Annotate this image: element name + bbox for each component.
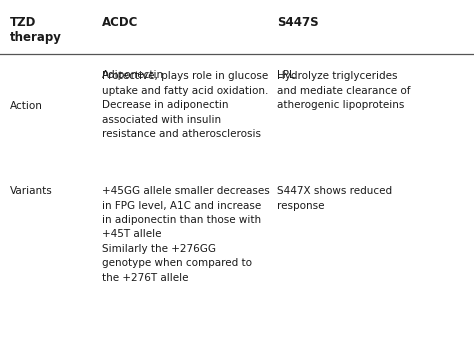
Text: S447S: S447S	[277, 16, 319, 29]
Text: Hydrolyze triglycerides
and mediate clearance of
atherogenic lipoproteins: Hydrolyze triglycerides and mediate clea…	[277, 71, 411, 110]
Text: Adiponectin: Adiponectin	[102, 70, 164, 80]
Text: S447X shows reduced
response: S447X shows reduced response	[277, 186, 392, 211]
Text: Action: Action	[9, 101, 42, 111]
Text: LPL: LPL	[277, 70, 295, 80]
Text: TZD
therapy: TZD therapy	[9, 16, 61, 44]
Text: +45GG allele smaller decreases
in FPG level, A1C and increase
in adiponectin tha: +45GG allele smaller decreases in FPG le…	[102, 186, 270, 283]
Text: ACDC: ACDC	[102, 16, 138, 29]
Text: Protective, plays role in glucose
uptake and fatty acid oxidation.
Decrease in a: Protective, plays role in glucose uptake…	[102, 71, 268, 139]
Text: Variants: Variants	[9, 186, 52, 196]
